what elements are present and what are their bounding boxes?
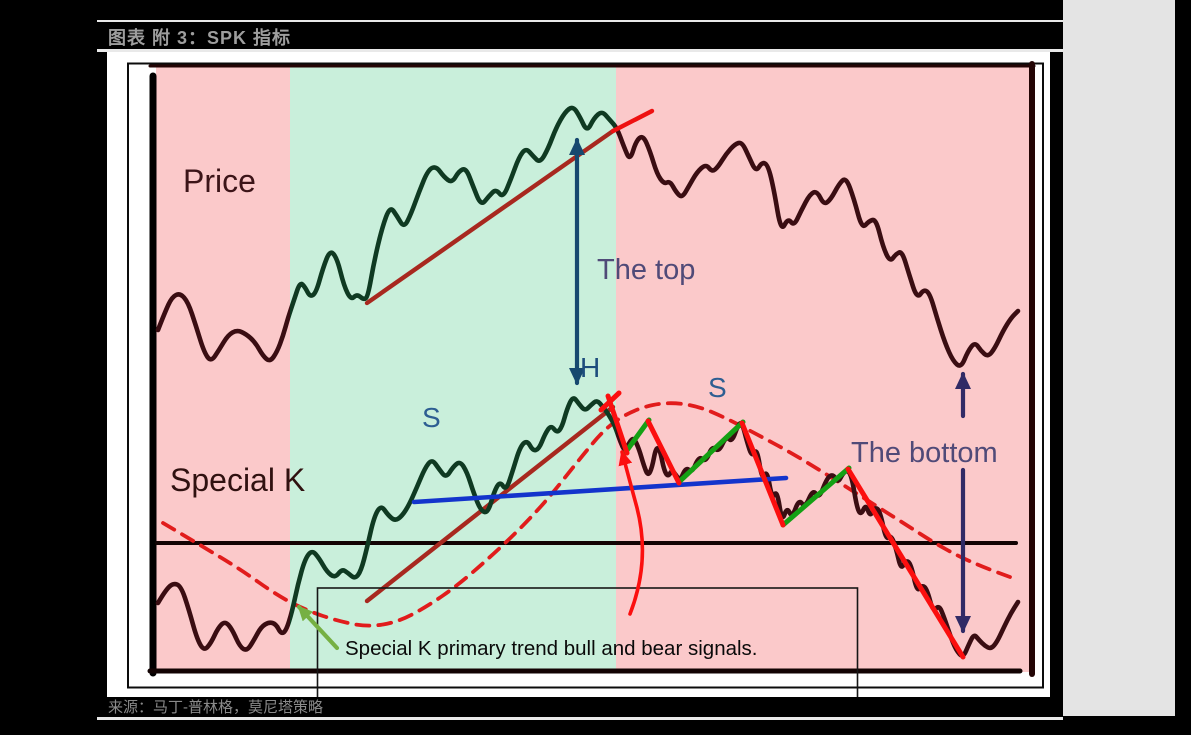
bull-crossover-pointer-arrow <box>296 604 340 651</box>
bear-signal-segment-4 <box>845 466 966 660</box>
price-trendline-break <box>610 108 655 134</box>
bull-signal-segment-2 <box>677 419 746 484</box>
bull-signal-segment-1 <box>622 417 652 456</box>
price-series-bull <box>290 105 616 320</box>
note-box <box>316 587 859 697</box>
divider-top <box>97 20 1063 22</box>
the-top-label: The top <box>597 254 695 286</box>
special-k-signal-ma-dashed <box>161 401 1012 628</box>
spk-figure-svg: Price Special K The top The bottom H S S… <box>127 61 1044 697</box>
figure-title: 图表 附 3：SPK 指标 <box>108 28 292 48</box>
s-label-2: S <box>708 372 727 403</box>
the-bottom-label: The bottom <box>851 437 998 469</box>
special-k-label: Special K <box>170 462 305 498</box>
special-k-series-bull <box>290 396 616 626</box>
bear-signal-segment-1 <box>605 393 630 456</box>
bull-signal-segment-3 <box>780 465 852 528</box>
bull-signal-pointer-arrow <box>618 450 645 616</box>
zone-bull <box>290 67 616 672</box>
note-box-text: Special K primary trend bull and bear si… <box>345 637 758 660</box>
zone-bear-right <box>616 67 1032 672</box>
momentum-trendline-blue <box>411 475 789 505</box>
price-label: Price <box>183 163 256 199</box>
h-label: H <box>580 352 600 383</box>
bear-signal-segment-2 <box>645 418 682 486</box>
page-edge-strip <box>1063 0 1175 716</box>
bear-signal-segment-3 <box>739 420 786 528</box>
divider-bottom <box>97 717 1063 720</box>
s-label-1: S <box>422 402 441 433</box>
zone-bear-left <box>156 67 290 672</box>
source-line: 来源：马丁-普林格，莫尼塔策略 <box>108 699 323 716</box>
divider-title-bottom <box>97 49 1063 52</box>
